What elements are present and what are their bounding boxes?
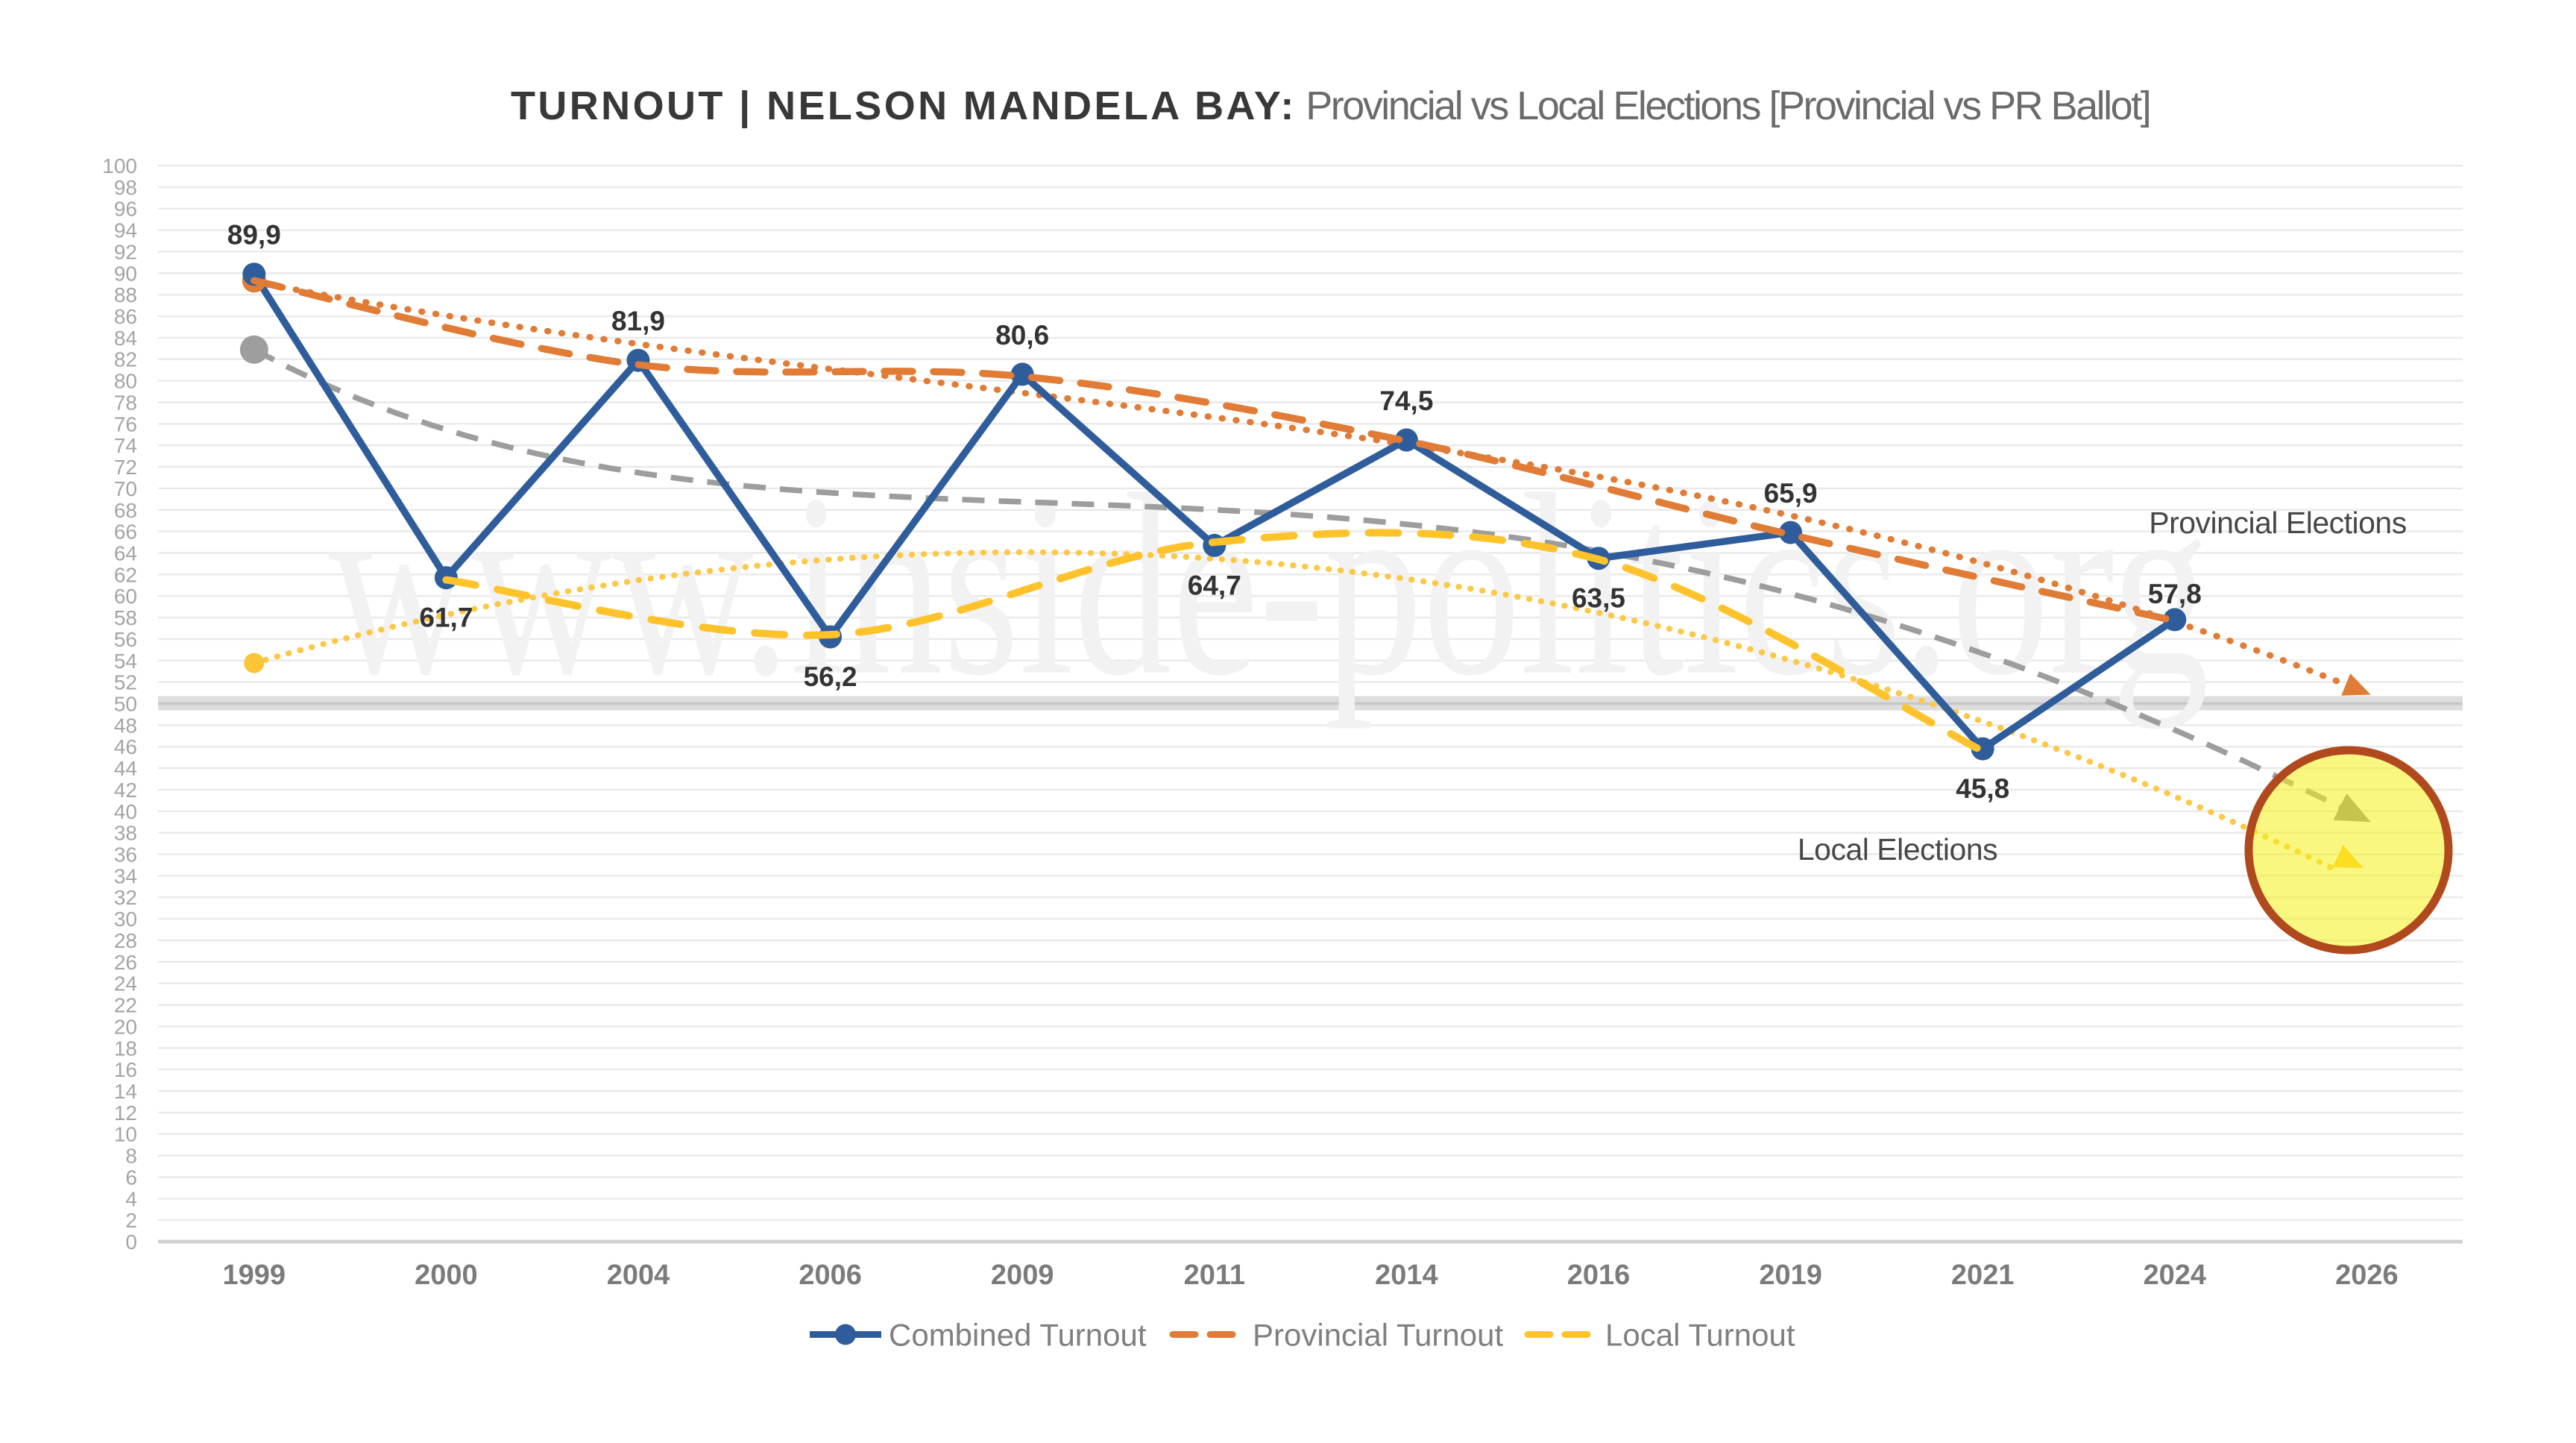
svg-text:8: 8 bbox=[125, 1145, 137, 1168]
svg-text:80: 80 bbox=[114, 370, 137, 393]
svg-text:84: 84 bbox=[114, 327, 137, 350]
svg-text:88: 88 bbox=[114, 283, 137, 306]
svg-text:36: 36 bbox=[114, 843, 137, 867]
svg-text:40: 40 bbox=[114, 800, 137, 823]
svg-text:4: 4 bbox=[125, 1187, 137, 1210]
svg-text:30: 30 bbox=[114, 908, 137, 931]
svg-text:100: 100 bbox=[102, 154, 137, 177]
svg-text:28: 28 bbox=[114, 929, 137, 952]
svg-text:48: 48 bbox=[114, 714, 137, 737]
svg-text:Provincial Turnout: Provincial Turnout bbox=[1253, 1318, 1503, 1353]
svg-text:45,8: 45,8 bbox=[1956, 773, 2009, 804]
svg-text:60: 60 bbox=[114, 585, 137, 608]
svg-text:89,9: 89,9 bbox=[227, 220, 281, 251]
svg-text:2014: 2014 bbox=[1375, 1260, 1438, 1291]
svg-text:0: 0 bbox=[125, 1230, 137, 1254]
svg-text:74,5: 74,5 bbox=[1379, 386, 1433, 416]
svg-text:72: 72 bbox=[114, 456, 137, 479]
svg-text:65,9: 65,9 bbox=[1764, 478, 1818, 509]
svg-text:58: 58 bbox=[114, 606, 137, 629]
svg-text:2011: 2011 bbox=[1184, 1260, 1245, 1291]
svg-text:Provincial Elections: Provincial Elections bbox=[2149, 506, 2407, 540]
svg-text:90: 90 bbox=[114, 262, 137, 285]
svg-text:78: 78 bbox=[114, 392, 137, 415]
svg-text:42: 42 bbox=[114, 779, 137, 802]
svg-text:14: 14 bbox=[114, 1080, 137, 1103]
svg-text:2021: 2021 bbox=[1951, 1260, 2015, 1291]
svg-text:98: 98 bbox=[114, 176, 137, 199]
svg-text:26: 26 bbox=[114, 951, 137, 974]
svg-text:TURNOUT | NELSON MANDELA BAY:: TURNOUT | NELSON MANDELA BAY: Provincial… bbox=[511, 84, 2150, 129]
svg-text:74: 74 bbox=[114, 434, 137, 457]
svg-text:38: 38 bbox=[114, 822, 137, 845]
svg-text:82: 82 bbox=[114, 348, 137, 371]
svg-text:Combined Turnout: Combined Turnout bbox=[889, 1318, 1147, 1353]
svg-text:12: 12 bbox=[114, 1101, 137, 1125]
svg-text:52: 52 bbox=[114, 671, 137, 694]
svg-text:2: 2 bbox=[125, 1209, 137, 1232]
svg-text:16: 16 bbox=[114, 1058, 137, 1081]
svg-text:76: 76 bbox=[114, 412, 137, 436]
svg-text:2000: 2000 bbox=[415, 1260, 478, 1291]
svg-text:34: 34 bbox=[114, 864, 137, 887]
svg-text:10: 10 bbox=[114, 1123, 137, 1146]
svg-text:24: 24 bbox=[114, 972, 137, 996]
svg-text:2004: 2004 bbox=[607, 1260, 670, 1291]
svg-text:50: 50 bbox=[114, 693, 137, 716]
svg-text:94: 94 bbox=[114, 219, 137, 242]
svg-text:1999: 1999 bbox=[223, 1260, 286, 1291]
svg-text:18: 18 bbox=[114, 1037, 137, 1060]
svg-text:2016: 2016 bbox=[1567, 1260, 1631, 1291]
svg-text:68: 68 bbox=[114, 499, 137, 522]
svg-text:62: 62 bbox=[114, 563, 137, 586]
svg-text:44: 44 bbox=[114, 757, 137, 780]
svg-text:32: 32 bbox=[114, 886, 137, 909]
svg-text:80,6: 80,6 bbox=[995, 320, 1049, 350]
svg-text:20: 20 bbox=[114, 1015, 137, 1038]
svg-text:81,9: 81,9 bbox=[611, 306, 665, 336]
svg-text:www.inside-politics.org: www.inside-politics.org bbox=[329, 440, 2209, 730]
svg-text:70: 70 bbox=[114, 477, 137, 500]
svg-text:54: 54 bbox=[114, 650, 137, 673]
svg-text:64: 64 bbox=[114, 542, 137, 565]
svg-text:Local Turnout: Local Turnout bbox=[1605, 1318, 1795, 1353]
svg-text:64,7: 64,7 bbox=[1188, 570, 1241, 600]
svg-text:92: 92 bbox=[114, 240, 137, 263]
svg-text:Local Elections: Local Elections bbox=[1798, 832, 1997, 867]
svg-text:2006: 2006 bbox=[799, 1260, 862, 1291]
svg-text:96: 96 bbox=[114, 198, 137, 221]
svg-text:86: 86 bbox=[114, 305, 137, 328]
svg-text:2009: 2009 bbox=[991, 1260, 1054, 1291]
svg-text:2026: 2026 bbox=[2335, 1260, 2399, 1291]
svg-text:56: 56 bbox=[114, 628, 137, 651]
svg-text:2024: 2024 bbox=[2144, 1260, 2207, 1291]
svg-text:22: 22 bbox=[114, 994, 137, 1017]
svg-text:2019: 2019 bbox=[1759, 1260, 1822, 1291]
svg-text:6: 6 bbox=[125, 1166, 137, 1189]
svg-text:56,2: 56,2 bbox=[804, 661, 857, 692]
svg-text:61,7: 61,7 bbox=[419, 603, 473, 633]
svg-text:66: 66 bbox=[114, 521, 137, 544]
svg-text:46: 46 bbox=[114, 735, 137, 758]
svg-text:57,8: 57,8 bbox=[2148, 579, 2202, 609]
svg-text:63,5: 63,5 bbox=[1572, 583, 1625, 614]
